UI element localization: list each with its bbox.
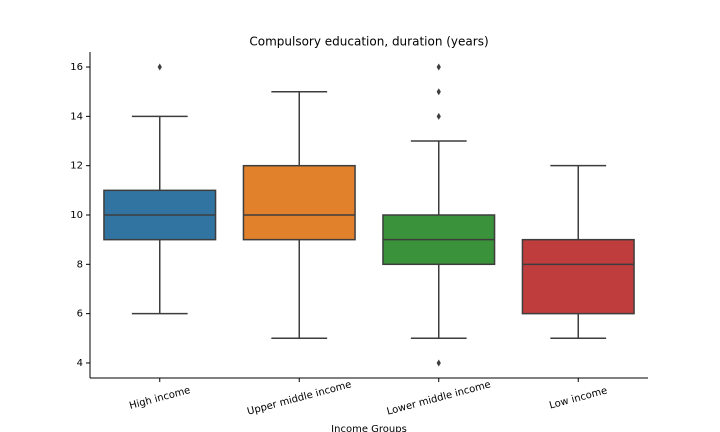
outlier bbox=[436, 63, 441, 71]
box bbox=[242, 164, 356, 241]
x-tick-label: High income bbox=[128, 385, 192, 412]
outlier bbox=[157, 63, 162, 71]
y-tick-label: 10 bbox=[70, 210, 83, 221]
outlier bbox=[436, 112, 441, 120]
outlier bbox=[436, 88, 441, 96]
y-tick-label: 6 bbox=[77, 309, 83, 320]
y-tick-label: 4 bbox=[77, 358, 83, 369]
x-tick-label: Low income bbox=[548, 385, 608, 411]
box bbox=[521, 238, 635, 315]
y-tick-label: 16 bbox=[70, 62, 83, 73]
chart-title: Compulsory education, duration (years) bbox=[249, 35, 488, 49]
y-tick-label: 12 bbox=[70, 161, 83, 172]
x-tick-label: Lower middle income bbox=[386, 379, 492, 417]
y-tick-label: 8 bbox=[77, 259, 83, 270]
x-axis-label: Income Groups bbox=[331, 424, 407, 432]
outlier bbox=[436, 359, 441, 367]
y-tick-label: 14 bbox=[70, 111, 83, 122]
x-tick-label: Upper middle income bbox=[246, 379, 353, 417]
